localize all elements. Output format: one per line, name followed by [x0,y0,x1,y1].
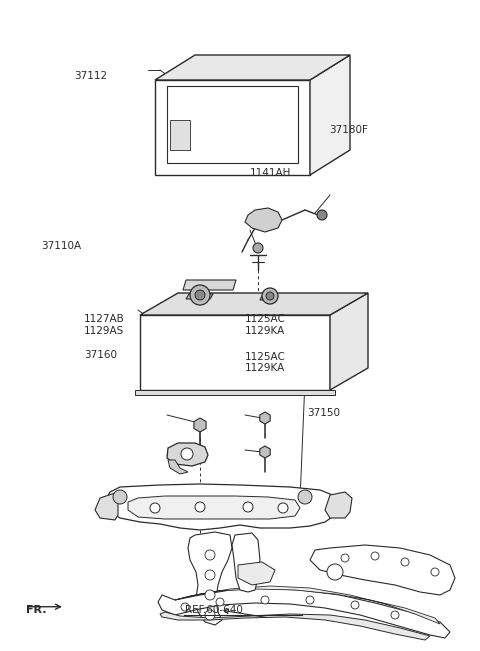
Polygon shape [170,120,190,150]
Circle shape [205,610,215,620]
Circle shape [205,570,215,580]
Polygon shape [168,460,188,474]
Circle shape [341,554,349,562]
Circle shape [298,490,312,504]
Polygon shape [310,545,455,595]
Text: FR.: FR. [26,605,47,615]
Circle shape [431,568,439,576]
Polygon shape [330,293,368,390]
Polygon shape [135,390,335,395]
Circle shape [205,550,215,560]
Polygon shape [167,86,298,163]
Circle shape [113,490,127,504]
Circle shape [266,292,274,300]
Circle shape [351,601,359,609]
Polygon shape [232,533,260,592]
Text: 37150: 37150 [307,408,340,419]
Circle shape [401,558,409,566]
Circle shape [261,596,269,604]
Circle shape [278,503,288,513]
Text: 37180F: 37180F [329,125,368,135]
Circle shape [391,611,399,619]
Polygon shape [155,55,350,80]
Circle shape [181,448,193,460]
Circle shape [243,502,253,512]
Text: 37160: 37160 [84,350,117,360]
Polygon shape [105,484,338,530]
Polygon shape [194,418,206,432]
Circle shape [195,502,205,512]
Polygon shape [158,588,450,638]
Text: 37110A: 37110A [41,241,81,251]
Text: REF.60-640: REF.60-640 [185,605,243,615]
Polygon shape [310,55,350,175]
Polygon shape [260,296,278,300]
Text: 1125AC: 1125AC [245,352,286,362]
Polygon shape [128,496,300,519]
Circle shape [216,598,224,606]
Polygon shape [95,493,118,520]
Polygon shape [140,315,330,390]
Circle shape [195,290,205,300]
Circle shape [317,210,327,220]
Text: 37112: 37112 [74,71,108,81]
Circle shape [181,603,189,611]
Text: 1125AC: 1125AC [245,314,286,324]
Polygon shape [186,294,213,299]
Polygon shape [160,612,430,640]
Polygon shape [260,412,270,424]
Circle shape [205,590,215,600]
Circle shape [306,596,314,604]
Text: 1141AH: 1141AH [250,167,291,178]
Circle shape [253,243,263,253]
Polygon shape [245,208,282,232]
Circle shape [262,288,278,304]
Text: 1129AS: 1129AS [84,326,124,336]
Text: 1127AB: 1127AB [84,314,125,324]
Polygon shape [167,443,208,466]
Polygon shape [175,586,440,624]
Circle shape [190,285,210,305]
Circle shape [371,552,379,560]
Text: 1129KA: 1129KA [245,363,285,374]
Polygon shape [183,280,236,290]
Text: 1129KA: 1129KA [245,326,285,336]
Polygon shape [188,532,232,625]
Polygon shape [260,446,270,458]
Polygon shape [140,293,368,315]
Polygon shape [325,492,352,518]
Polygon shape [238,562,275,585]
Circle shape [327,564,343,580]
Circle shape [150,503,160,513]
Polygon shape [155,80,310,175]
